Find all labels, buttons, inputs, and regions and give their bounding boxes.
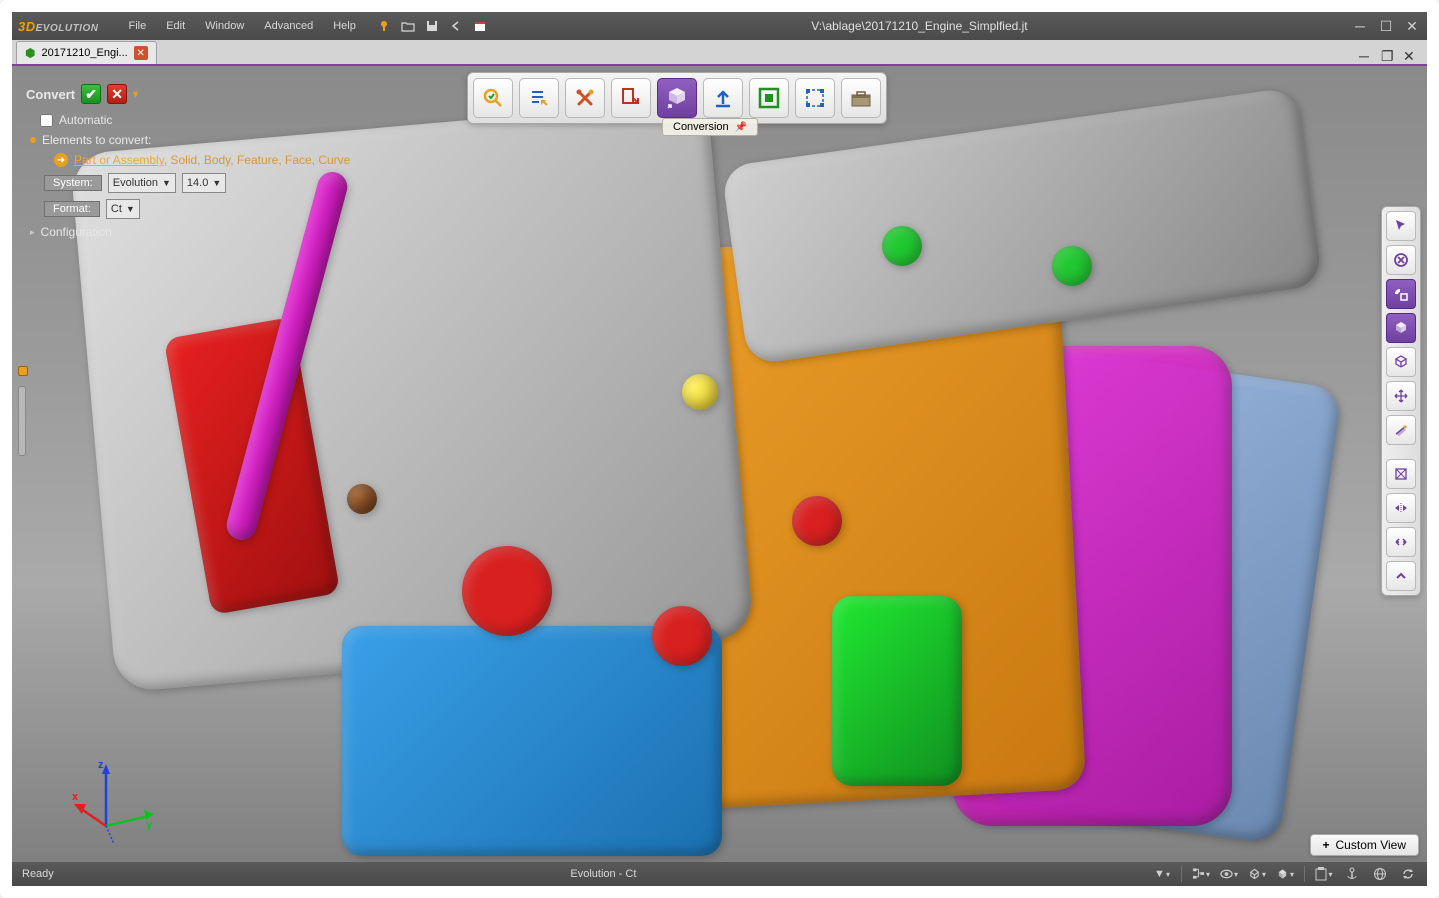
status-ready: Ready [22,868,54,880]
status-center: Evolution - Ct [54,868,1153,880]
elements-label: Elements to convert: [42,133,151,147]
automatic-checkbox[interactable] [40,114,53,127]
document-tab[interactable]: ⬢ 20171210_Engi... ✕ [16,41,157,64]
menu-help[interactable]: Help [323,20,366,32]
doc-minimize-button[interactable]: ─ [1359,48,1375,64]
view-toolbar [1381,206,1421,596]
mirror-vertical-button[interactable] [1386,527,1416,557]
3d-viewport[interactable]: Convert ✔ ✕ ▾ Automatic Elements to conv… [12,66,1427,862]
document-tab-strip: ⬢ 20171210_Engi... ✕ ─ ❐ ✕ [12,40,1427,66]
box-select-button[interactable] [1386,313,1416,343]
filter-icon[interactable]: ▼▾ [1153,865,1171,883]
tree-icon[interactable]: ▾ [1192,865,1210,883]
document-cube-icon: ⬢ [25,46,35,60]
system-label: System: [44,175,102,191]
visibility-icon[interactable]: ▾ [1220,865,1238,883]
app-logo: 3DEVOLUTION [18,19,98,34]
convert-dropdown-icon[interactable]: ▾ [133,89,138,100]
save-icon[interactable] [424,18,440,34]
anchor-icon[interactable] [1343,865,1361,883]
cube-solid-icon[interactable]: ▾ [1276,865,1294,883]
elements-rest: , Solid, Body, Feature, Face, Curve [164,153,351,167]
measure-tool-button[interactable] [1386,279,1416,309]
collapse-button[interactable] [1386,561,1416,591]
tab-close-button[interactable]: ✕ [134,46,148,60]
configuration-label[interactable]: Configuration [41,225,112,239]
maximize-button[interactable]: ☐ [1377,17,1395,35]
menu-edit[interactable]: Edit [156,20,195,32]
pin-icon[interactable] [376,18,392,34]
undo-icon[interactable] [448,18,464,34]
bullet-icon [30,137,36,143]
title-bar: 3DEVOLUTION File Edit Window Advanced He… [12,12,1427,40]
convert-confirm-button[interactable]: ✔ [81,84,101,104]
automatic-label: Automatic [59,113,112,127]
pointer-tool-button[interactable] [1386,211,1416,241]
convert-cancel-button[interactable]: ✕ [107,84,127,104]
custom-view-button[interactable]: + Custom View [1310,834,1420,856]
wireframe-button[interactable] [1386,459,1416,489]
transform-button[interactable] [1386,347,1416,377]
doc-restore-button[interactable]: ❐ [1381,48,1397,64]
conversion-button[interactable] [657,78,697,118]
side-slider[interactable] [18,386,26,456]
document-tab-label: 20171210_Engi... [41,47,127,59]
open-folder-icon[interactable] [400,18,416,34]
conversion-tooltip: Conversion 📌 [662,118,758,136]
menu-advanced[interactable]: Advanced [254,20,323,32]
arrow-circle-icon: ➜ [54,153,68,167]
clear-selection-button[interactable] [1386,245,1416,275]
export-button[interactable] [611,78,651,118]
upload-button[interactable] [703,78,743,118]
globe-icon[interactable] [1371,865,1389,883]
refresh-icon[interactable] [1399,865,1417,883]
fit-screen-button[interactable] [749,78,789,118]
inspect-button[interactable] [473,78,513,118]
cube-wire-icon[interactable]: ▾ [1248,865,1266,883]
menu-file[interactable]: File [118,20,156,32]
panel-pin-icon[interactable] [18,366,28,376]
svg-text:y: y [146,819,153,831]
section-tool-button[interactable] [1386,415,1416,445]
tools-button[interactable] [565,78,605,118]
edit-list-button[interactable] [519,78,559,118]
minimize-button[interactable]: ─ [1351,17,1369,35]
close-button[interactable]: ✕ [1403,17,1421,35]
plus-icon: + [1323,838,1330,852]
format-select[interactable]: Ct ▼ [106,199,140,219]
mirror-horizontal-button[interactable] [1386,493,1416,523]
format-label: Format: [44,201,100,217]
doc-close-button[interactable]: ✕ [1403,48,1419,64]
svg-text:z: z [98,759,104,771]
toolbox-button[interactable] [841,78,881,118]
convert-title: Convert [26,87,75,102]
convert-panel: Convert ✔ ✕ ▾ Automatic Elements to conv… [26,84,366,242]
main-toolbar [467,72,887,124]
svg-text:x: x [72,791,79,803]
system-select[interactable]: Evolution ▼ [108,173,176,193]
document-path: V:\ablage\20171210_Engine_Simplfied.jt [488,19,1351,33]
tooltip-pin-icon[interactable]: 📌 [735,122,747,133]
move-tool-button[interactable] [1386,381,1416,411]
version-select[interactable]: 14.0 ▼ [182,173,226,193]
expand-icon[interactable]: ▸ [30,227,35,238]
selection-button[interactable] [795,78,835,118]
axis-triad[interactable]: z y x [68,756,158,846]
elements-link[interactable]: Part or Assembly [74,153,164,167]
status-bar: Ready Evolution - Ct ▼▾ ▾ ▾ ▾ ▾ ▾ [12,862,1427,886]
calendar-icon[interactable] [472,18,488,34]
menu-window[interactable]: Window [195,20,254,32]
clipboard-icon[interactable]: ▾ [1315,865,1333,883]
